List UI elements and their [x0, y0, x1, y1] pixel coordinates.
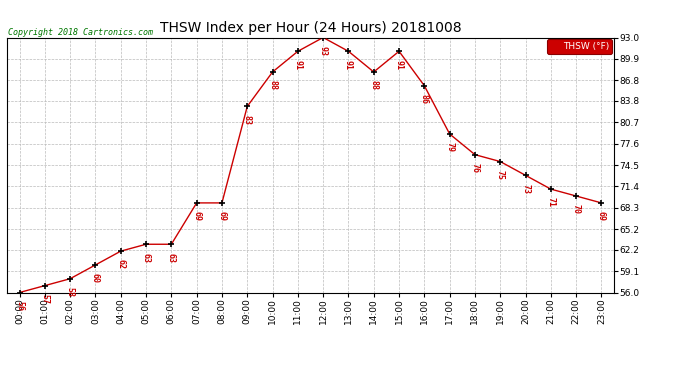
Text: 91: 91	[395, 60, 404, 70]
Text: 71: 71	[546, 198, 555, 207]
Title: THSW Index per Hour (24 Hours) 20181008: THSW Index per Hour (24 Hours) 20181008	[159, 21, 462, 35]
Text: 73: 73	[521, 184, 530, 194]
Text: 56: 56	[15, 301, 24, 311]
Text: 86: 86	[420, 94, 429, 104]
Text: 58: 58	[66, 287, 75, 297]
Text: 62: 62	[116, 260, 126, 270]
Text: 69: 69	[192, 211, 201, 221]
Text: 69: 69	[217, 211, 226, 221]
Text: Copyright 2018 Cartronics.com: Copyright 2018 Cartronics.com	[8, 28, 153, 37]
Text: 93: 93	[319, 46, 328, 56]
Text: 91: 91	[293, 60, 302, 70]
Text: 75: 75	[495, 170, 505, 180]
Text: 91: 91	[344, 60, 353, 70]
Text: 83: 83	[243, 115, 252, 125]
Text: 60: 60	[91, 273, 100, 283]
Legend: THSW (°F): THSW (°F)	[547, 39, 612, 54]
Text: 88: 88	[369, 80, 378, 90]
Text: 69: 69	[597, 211, 606, 221]
Text: 70: 70	[571, 204, 581, 214]
Text: 63: 63	[167, 253, 176, 262]
Text: 57: 57	[40, 294, 50, 304]
Text: 63: 63	[141, 253, 150, 262]
Text: 79: 79	[445, 142, 454, 152]
Text: 76: 76	[471, 163, 480, 173]
Text: 88: 88	[268, 80, 277, 90]
